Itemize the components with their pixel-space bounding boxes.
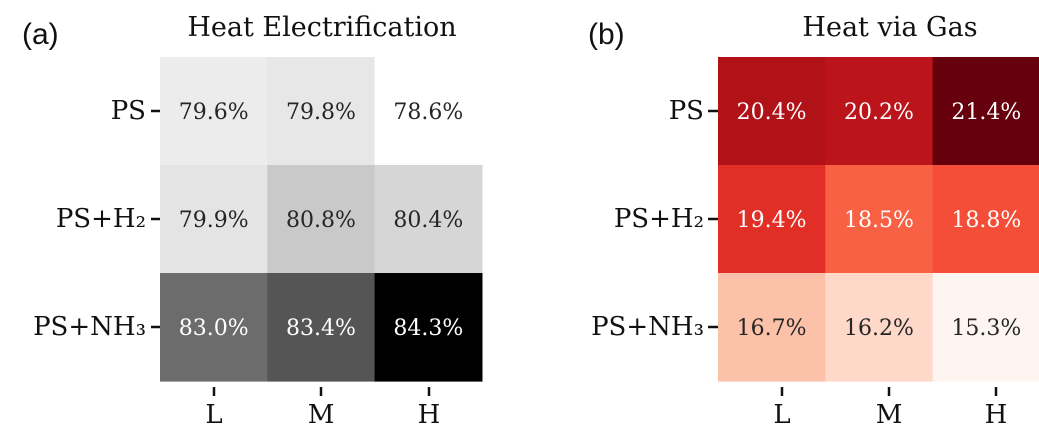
panel-a-title: Heat Electrification [187,12,456,43]
panel-a-y-axis: PS PS+H₂ PS+NH₃ [33,96,160,342]
panel-a-cell-label-ps-h2-h: 80.4% [393,208,463,233]
panel-b-cell-label-ps-nh3-l: 16.7% [737,316,807,341]
panel-a-cell-label-ps-nh3-h: 84.3% [393,316,463,341]
panel-a-col-label-l: L [205,400,222,429]
panel-b: (b) Heat via Gas 20.4% 20.2% 21.4% 19.4% 18.… [588,12,1039,429]
panel-a-row-label-ps-h2: PS+H₂ [56,204,146,234]
panel-a-cell-ps-l [160,57,268,166]
panel-a-cell-ps-m [267,57,376,166]
panel-b-y-axis: PS PS+H₂ PS+NH₃ [591,96,718,342]
panel-a-cell-label-ps-h2-l: 79.9% [179,208,249,233]
panel-a-col-label-m: M [308,400,335,429]
panel-b-label: (b) [588,18,625,51]
panel-a-cell-ps-h2-l [160,165,268,274]
panel-a-cell-ps-h [374,57,483,166]
panel-b-cell-ps-h2-l [718,165,826,274]
panel-a-label: (a) [22,18,59,51]
panel-b-cell-label-ps-h2-h: 18.8% [951,208,1021,233]
panel-b-row-label-ps-nh3: PS+NH₃ [591,312,704,342]
panel-b-title: Heat via Gas [802,12,977,43]
panel-a-x-axis: L M H [205,387,440,429]
panel-b-cell-label-ps-nh3-m: 16.2% [844,316,914,341]
panel-a-cell-label-ps-nh3-m: 83.4% [286,316,356,341]
panel-b-row-label-ps-h2: PS+H₂ [614,204,704,234]
panel-b-cell-label-ps-nh3-h: 15.3% [951,316,1021,341]
panel-b-cell-ps-l [718,57,826,166]
panel-b-cell-ps-h2-h [932,165,1039,274]
panel-a-cell-ps-nh3-l [160,273,268,382]
panel-a-cell-label-ps-l: 79.6% [179,100,249,125]
panel-a-cell-label-ps-h: 78.6% [393,100,463,125]
panel-b-x-axis: L M H [773,387,1007,429]
panel-b-cell-label-ps-h2-l: 19.4% [737,208,807,233]
panel-a-cell-label-ps-nh3-l: 83.0% [179,316,249,341]
panel-b-cell-ps-nh3-l [718,273,826,382]
panel-b-cell-ps-h [932,57,1039,166]
panel-b-col-label-l: L [773,400,790,429]
panel-b-cell-label-ps-l: 20.4% [737,100,807,125]
panel-a-cell-label-ps-m: 79.8% [286,100,356,125]
panel-a-cell-ps-nh3-h [374,273,483,382]
panel-b-col-label-h: H [985,400,1008,429]
panel-a-row-label-ps: PS [111,96,146,126]
panel-b-cell-ps-h2-m [825,165,934,274]
panel-b-cell-ps-m [825,57,934,166]
panel-a-cell-ps-nh3-m [267,273,376,382]
panel-a-cell-ps-h2-h [374,165,483,274]
panel-b-cells: 20.4% 20.2% 21.4% 19.4% 18.5% 18.8% 16.7% 16.2%… [718,57,1039,382]
panel-b-cell-label-ps-m: 20.2% [844,100,914,125]
panel-a-row-label-ps-nh3: PS+NH₃ [33,312,146,342]
panel-a: (a) Heat Electrification 79.6% 79.8% 78.6%… [22,12,483,429]
panel-b-cell-ps-nh3-m [825,273,934,382]
panel-a-cells: 79.6% 79.8% 78.6% 79.9% 80.8% 80.4% 83.0% 83.4%… [160,57,483,382]
panel-b-cell-label-ps-h: 21.4% [951,100,1021,125]
panel-b-cell-label-ps-h2-m: 18.5% [844,208,914,233]
panel-b-row-label-ps: PS [669,96,704,126]
panel-a-col-label-h: H [418,400,441,429]
panel-a-cell-ps-h2-m [267,165,376,274]
panel-b-col-label-m: M [876,400,903,429]
panel-a-cell-label-ps-h2-m: 80.8% [286,208,356,233]
panel-b-cell-ps-nh3-h [932,273,1039,382]
